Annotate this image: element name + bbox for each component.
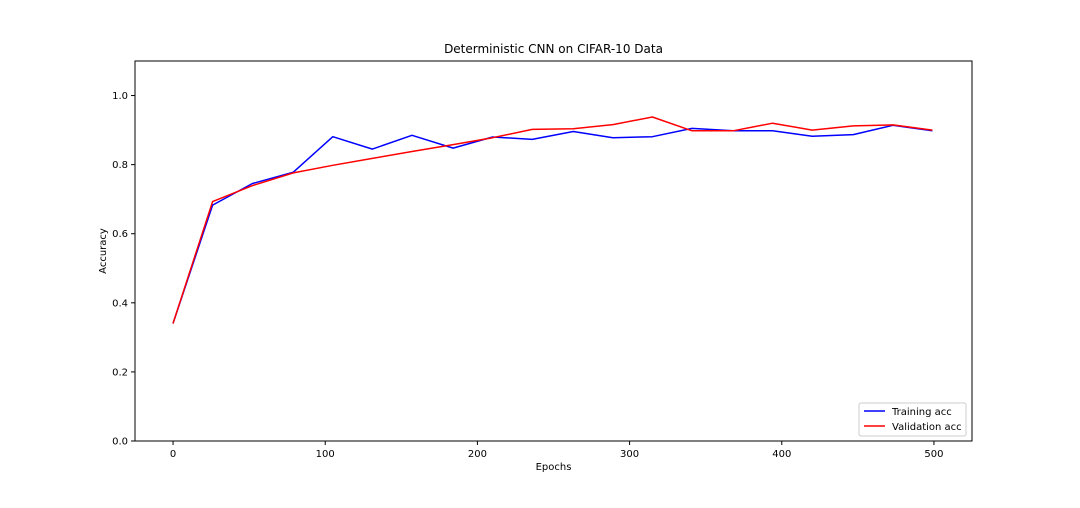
y-tick-label: 0.8 [112,160,128,171]
x-tick-label: 200 [468,449,487,460]
x-axis-label: Epochs [536,462,572,473]
series-line-validation [172,116,933,324]
y-tick-label: 0.0 [112,437,128,448]
series-line-training [172,124,933,324]
x-tick-label: 0 [170,449,176,460]
plot-frame [134,60,973,442]
ticks-layer: 0 100 200 300 400 500 0.0 0.2 0.4 0.6 0.8 1.0 [112,91,943,460]
y-axis-label: Accuracy [98,228,109,274]
x-tick-label: 500 [924,449,943,460]
y-tick-label: 0.6 [112,229,128,240]
legend-box [858,402,967,437]
x-tick-label: 300 [620,449,639,460]
x-tick-label: 100 [316,449,335,460]
y-tick-label: 1.0 [112,91,128,102]
legend-label-training: Training acc [891,407,952,418]
series-layer [172,116,933,324]
y-tick-label: 0.4 [112,298,128,309]
x-tick-label: 400 [772,449,791,460]
legend-label-validation: Validation acc [892,422,962,433]
y-tick-label: 0.2 [112,367,128,378]
chart-title: Deterministic CNN on CIFAR-10 Data [444,42,663,56]
legend: Training acc Validation acc [858,402,967,437]
